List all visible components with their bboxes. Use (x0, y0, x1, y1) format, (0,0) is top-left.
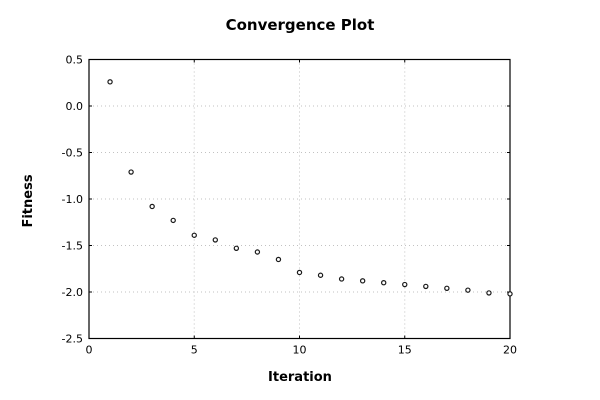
x-tick-label: 0 (86, 344, 93, 357)
y-axis-label: Fitness (21, 174, 36, 227)
data-point (444, 285, 450, 291)
plot-border (88, 58, 511, 340)
y-tick-label: -1.0 (62, 193, 83, 206)
data-point (233, 245, 240, 251)
x-tick-label: 5 (191, 344, 198, 357)
data-point (170, 217, 176, 224)
chart-title: Convergence Plot (226, 16, 375, 34)
tick-labels: 0 5 10 15 20 0.5 0.0 -0.5 -1.0 -1.5 -2.0 -2.5 (62, 54, 517, 357)
axis-ticks (88, 59, 511, 339)
data-point (402, 281, 408, 288)
x-tick-label: 15 (398, 344, 412, 357)
y-tick-label: -1.5 (62, 240, 83, 253)
data-point (359, 278, 366, 284)
data-point (128, 169, 134, 175)
data-point (465, 287, 471, 293)
data-point (381, 280, 387, 286)
data-point (191, 232, 197, 238)
data-point (486, 290, 492, 296)
data-point (254, 249, 261, 255)
data-point (423, 283, 429, 290)
data-point (275, 256, 282, 263)
gridlines (89, 59, 510, 339)
y-tick-label: -2.5 (62, 333, 83, 346)
data-point (149, 203, 155, 210)
x-tick-label: 20 (503, 344, 517, 357)
x-axis-label: Iteration (268, 370, 332, 385)
data-point (107, 79, 113, 85)
plot-frame (88, 58, 511, 340)
x-tick-label: 10 (293, 344, 307, 357)
y-tick-label: -2.0 (62, 286, 83, 299)
data-point (296, 269, 303, 276)
data-point (338, 276, 345, 282)
data-point (212, 237, 218, 243)
y-tick-label: 0.0 (66, 100, 84, 113)
data-points (107, 79, 513, 297)
data-point (317, 272, 324, 278)
data-point (507, 291, 513, 297)
y-tick-label: -0.5 (62, 147, 83, 160)
y-tick-label: 0.5 (66, 54, 84, 67)
